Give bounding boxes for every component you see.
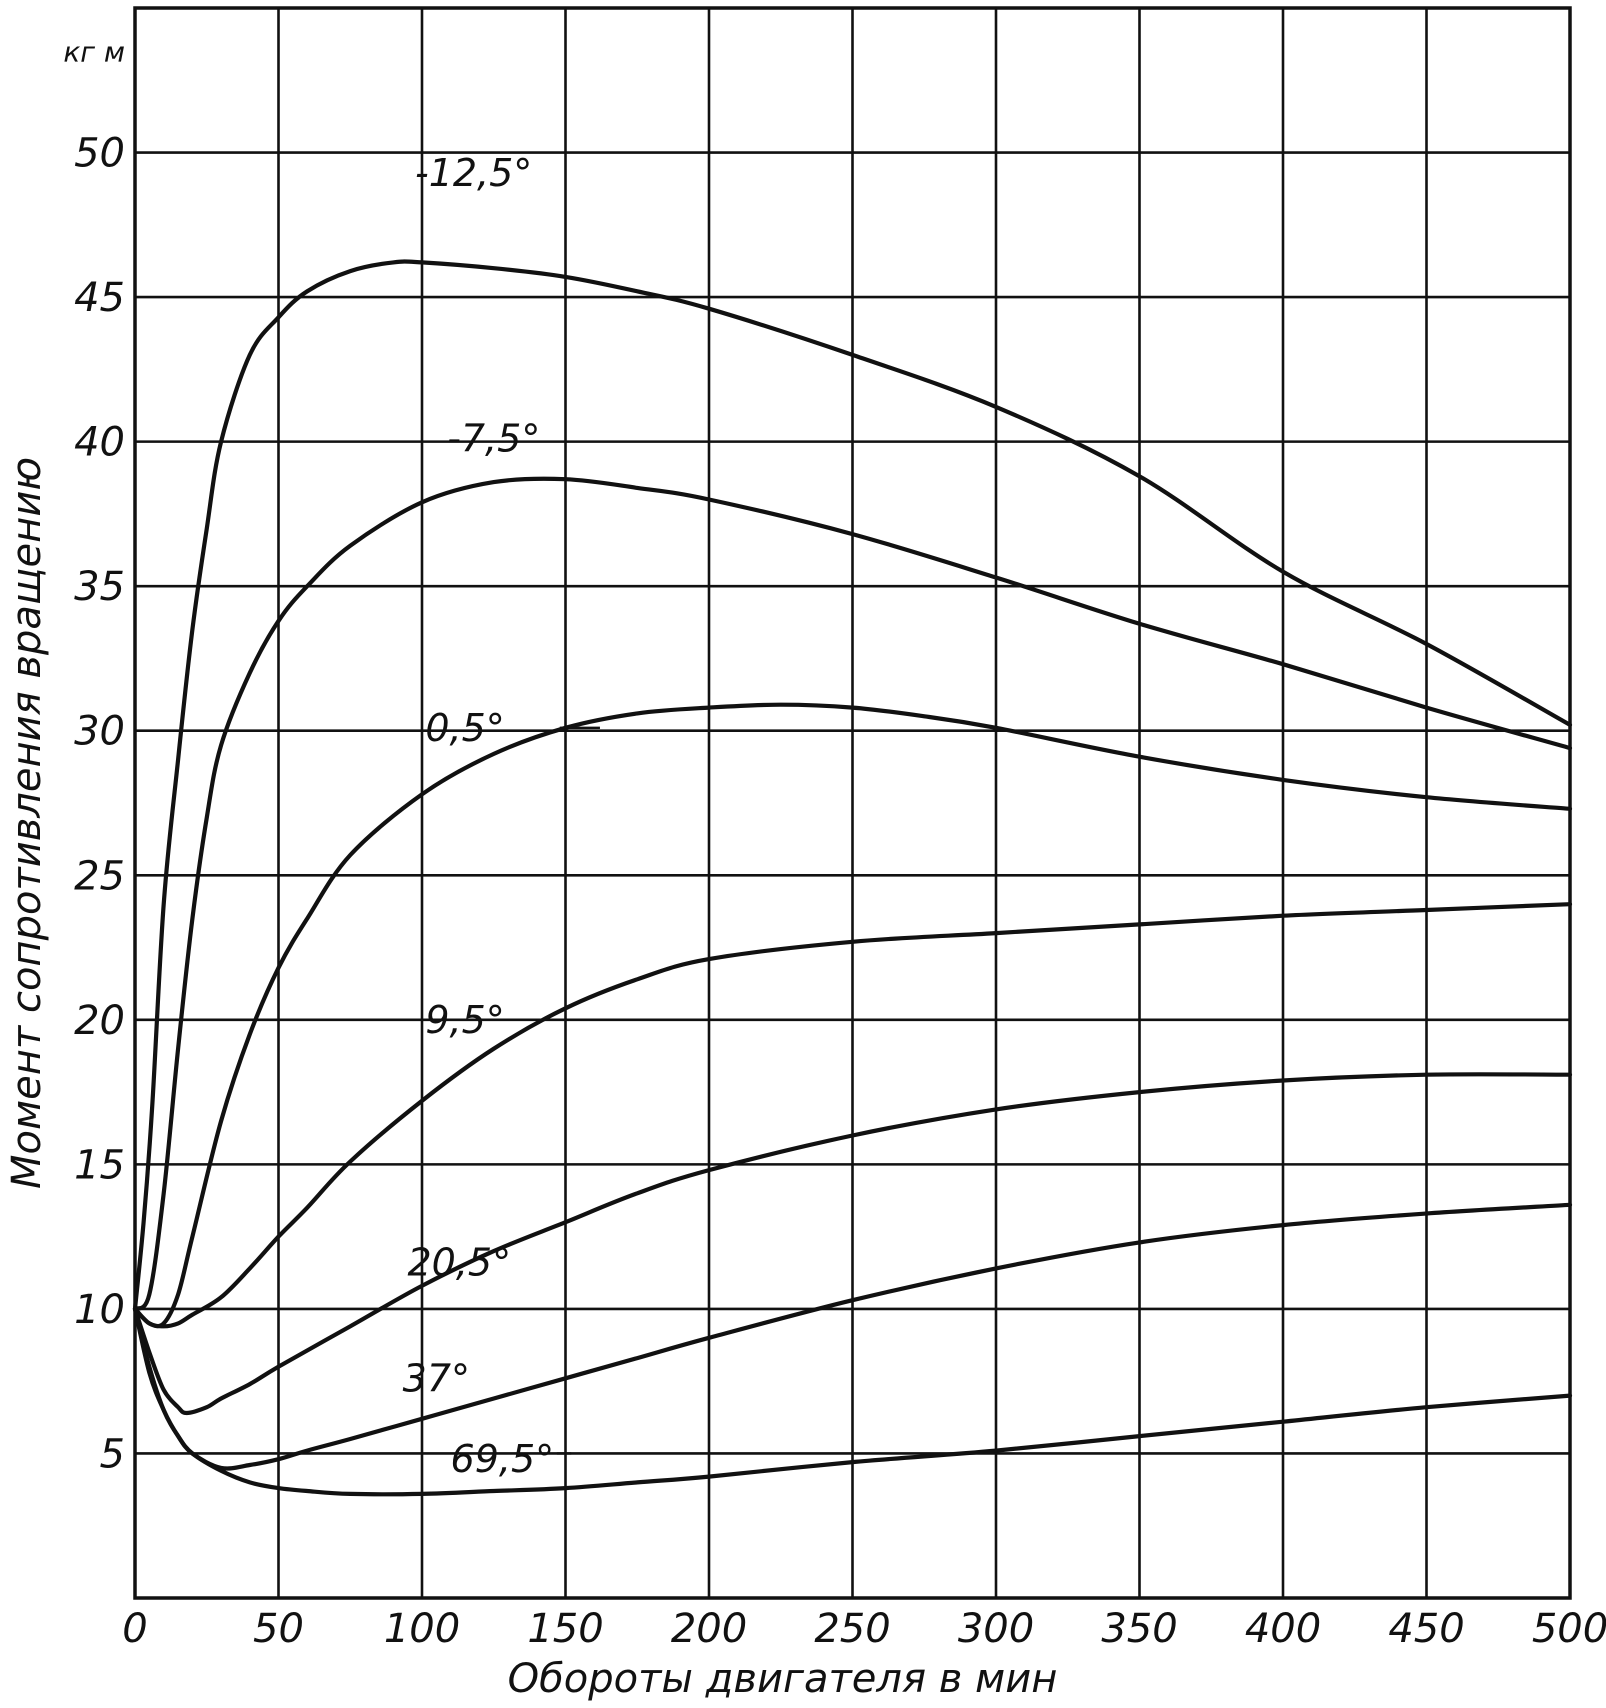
y-tick-label: 30 (74, 709, 125, 755)
grid (135, 8, 1570, 1598)
y-tick-labels: 5 10 15 20 25 30 35 40 45 50 (74, 131, 125, 1478)
y-tick-label: 15 (74, 1142, 125, 1188)
series-line-0 (132, 259, 1573, 1311)
x-tick-labels: 0 50 100 150 200 250 300 350 400 450 500 (122, 1606, 1606, 1652)
x-tick-label: 50 (253, 1606, 304, 1652)
series-line-1 (132, 476, 1573, 1311)
y-tick-label: 40 (74, 420, 125, 466)
series-label: 20,5° (408, 1241, 512, 1285)
y-unit-label: кг м (63, 35, 125, 68)
series-label: 9,5° (425, 998, 504, 1042)
y-tick-label: 45 (74, 275, 125, 321)
series-label: 69,5° (451, 1437, 555, 1481)
series-label: 0,5° (425, 706, 504, 750)
y-tick-label: 50 (74, 131, 125, 177)
y-tick-label: 25 (74, 853, 125, 899)
plot-frame (133, 6, 1572, 1600)
series-label: -12,5° (415, 151, 532, 195)
series-line-6 (132, 1306, 1573, 1497)
x-tick-label: 350 (1101, 1606, 1177, 1652)
series-label: -7,5° (447, 417, 540, 461)
y-tick-label: 10 (74, 1287, 125, 1333)
x-tick-label: 500 (1532, 1606, 1606, 1652)
series-line-3 (132, 902, 1573, 1329)
y-tick-label: 20 (74, 998, 125, 1044)
x-tick-label: 0 (122, 1606, 147, 1652)
x-tick-label: 250 (814, 1606, 890, 1652)
series-labels: -12,5° -7,5° 0,5° 9,5° 20,5° 37° 69,5° (403, 151, 600, 1481)
x-tick-label: 100 (384, 1606, 460, 1652)
x-tick-label: 150 (527, 1606, 603, 1652)
y-axis-title: Момент сопротивления вращению (4, 457, 50, 1189)
x-tick-label: 200 (671, 1606, 747, 1652)
x-tick-label: 400 (1245, 1606, 1321, 1652)
y-tick-label: 5 (100, 1431, 125, 1477)
series-line-2 (132, 702, 1573, 1329)
y-tick-label: 35 (74, 564, 125, 610)
x-axis-title: Обороты двигателя в мин (508, 1656, 1058, 1702)
x-tick-label: 450 (1388, 1606, 1464, 1652)
x-tick-label: 300 (958, 1606, 1034, 1652)
curves (132, 259, 1573, 1497)
series-line-4 (132, 1072, 1573, 1416)
series-label: 37° (403, 1356, 470, 1400)
